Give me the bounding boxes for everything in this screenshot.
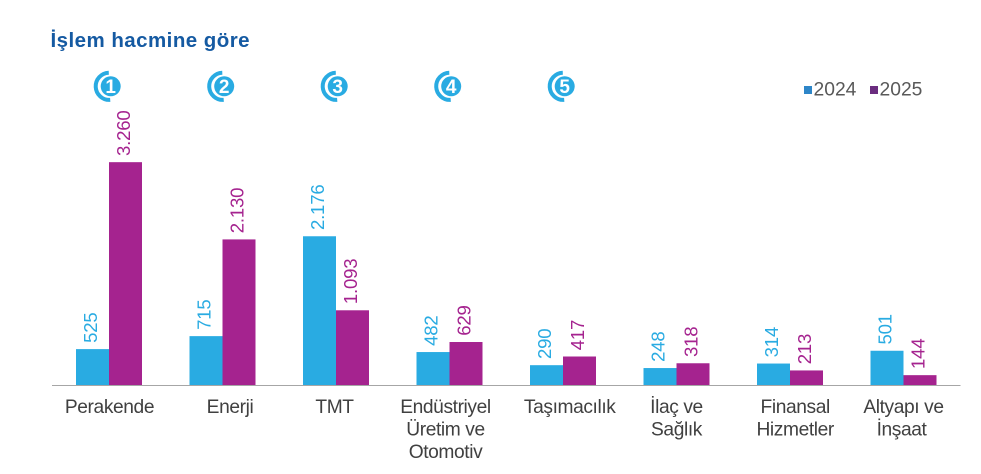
svg-text:3: 3 bbox=[332, 77, 343, 98]
svg-text:3.260: 3.260 bbox=[113, 110, 134, 156]
svg-text:Otomotiv: Otomotiv bbox=[409, 442, 483, 463]
svg-text:629: 629 bbox=[454, 305, 475, 335]
svg-text:715: 715 bbox=[194, 299, 215, 329]
svg-text:1: 1 bbox=[105, 77, 116, 98]
svg-text:248: 248 bbox=[648, 331, 669, 361]
svg-text:2024: 2024 bbox=[814, 79, 857, 100]
svg-text:4: 4 bbox=[446, 77, 457, 98]
svg-text:Sağlık: Sağlık bbox=[651, 420, 703, 441]
svg-text:2: 2 bbox=[219, 77, 230, 98]
svg-text:1.093: 1.093 bbox=[340, 259, 361, 305]
svg-text:Finansal: Finansal bbox=[761, 397, 830, 418]
svg-text:5: 5 bbox=[559, 77, 570, 98]
svg-text:290: 290 bbox=[534, 329, 555, 359]
svg-text:İnşaat: İnşaat bbox=[877, 420, 928, 441]
svg-text:Endüstriyel: Endüstriyel bbox=[400, 397, 491, 418]
svg-text:417: 417 bbox=[567, 320, 588, 350]
svg-text:525: 525 bbox=[80, 312, 101, 342]
svg-text:Taşımacılık: Taşımacılık bbox=[524, 397, 616, 418]
svg-text:2.176: 2.176 bbox=[307, 185, 328, 231]
svg-text:Üretim ve: Üretim ve bbox=[406, 420, 485, 441]
svg-text:213: 213 bbox=[794, 334, 815, 364]
svg-text:2025: 2025 bbox=[880, 79, 923, 100]
svg-text:Hizmetler: Hizmetler bbox=[756, 420, 834, 441]
svg-text:TMT: TMT bbox=[315, 397, 354, 418]
svg-text:314: 314 bbox=[761, 327, 782, 357]
svg-text:Perakende: Perakende bbox=[65, 397, 154, 418]
svg-text:2.130: 2.130 bbox=[227, 188, 248, 234]
svg-text:İlaç ve: İlaç ve bbox=[650, 397, 703, 418]
svg-text:501: 501 bbox=[875, 314, 896, 344]
svg-text:Altyapı ve: Altyapı ve bbox=[863, 397, 943, 418]
svg-text:318: 318 bbox=[681, 327, 702, 357]
svg-text:144: 144 bbox=[908, 339, 929, 369]
svg-text:İşlem hacmine göre: İşlem hacmine göre bbox=[51, 29, 251, 52]
svg-text:482: 482 bbox=[421, 315, 442, 345]
svg-text:Enerji: Enerji bbox=[207, 397, 254, 418]
